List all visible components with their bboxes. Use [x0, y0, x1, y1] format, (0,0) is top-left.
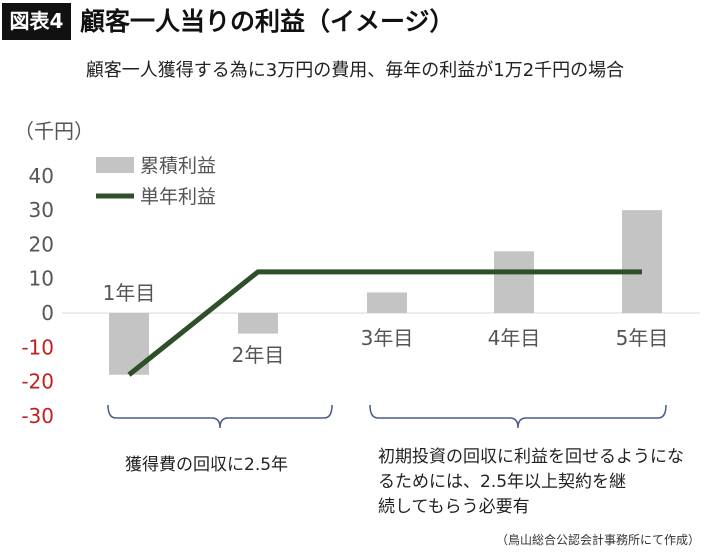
chart-subtitle: 顧客一人獲得する為に3万円の費用、毎年の利益が1万2千円の場合	[85, 60, 625, 81]
annotation-recovery: 獲得費の回収に2.5年	[125, 455, 288, 475]
x-category-label: 3年目	[361, 326, 414, 350]
chart-title: 顧客一人当りの利益（イメージ）	[80, 7, 455, 36]
figure-badge: 図表4	[2, 3, 71, 40]
y-tick-label: -30	[21, 404, 54, 428]
annotation-continuation-line: るためには、2.5年以上契約を継	[378, 472, 626, 492]
header: 図表4 顧客一人当りの利益（イメージ）	[0, 0, 710, 44]
bar-cumulative-profit	[622, 210, 662, 313]
annotation-continuation-line: 続してもらう必要有	[378, 497, 530, 517]
x-category-label: 1年目	[103, 281, 156, 305]
bar-cumulative-profit	[238, 313, 278, 334]
y-tick-label: 0	[41, 301, 54, 325]
y-tick-label: -20	[21, 370, 54, 394]
legend-label-annual: 単年利益	[140, 186, 216, 208]
line-annual-profit	[127, 269, 642, 377]
y-tick-label: 40	[29, 164, 54, 188]
y-tick-label: 10	[29, 267, 54, 291]
y-tick-label: 30	[29, 198, 54, 222]
x-category-label: 2年目	[232, 343, 285, 367]
y-axis-label: （千円）	[14, 119, 94, 143]
x-category-label: 5年目	[616, 326, 669, 350]
y-tick-label: 20	[29, 232, 54, 256]
bar-cumulative-profit	[494, 251, 534, 313]
x-category-label: 4年目	[488, 326, 541, 350]
bar-cumulative-profit	[367, 292, 407, 313]
legend-swatch-cumulative	[96, 157, 134, 173]
annotation-continuation-line: 初期投資の回収に利益を回せるようにな	[378, 447, 684, 467]
y-tick-label: -10	[21, 335, 54, 359]
bracket-recovery	[107, 404, 333, 429]
source-note: （鳥山総合公認会計事務所にて作成）	[495, 533, 700, 547]
legend-label-cumulative: 累積利益	[140, 155, 216, 177]
bracket-continuation	[369, 404, 667, 429]
annotation-continuation: 初期投資の回収に利益を回せるようになるためには、2.5年以上契約を継続してもらう…	[378, 447, 684, 517]
